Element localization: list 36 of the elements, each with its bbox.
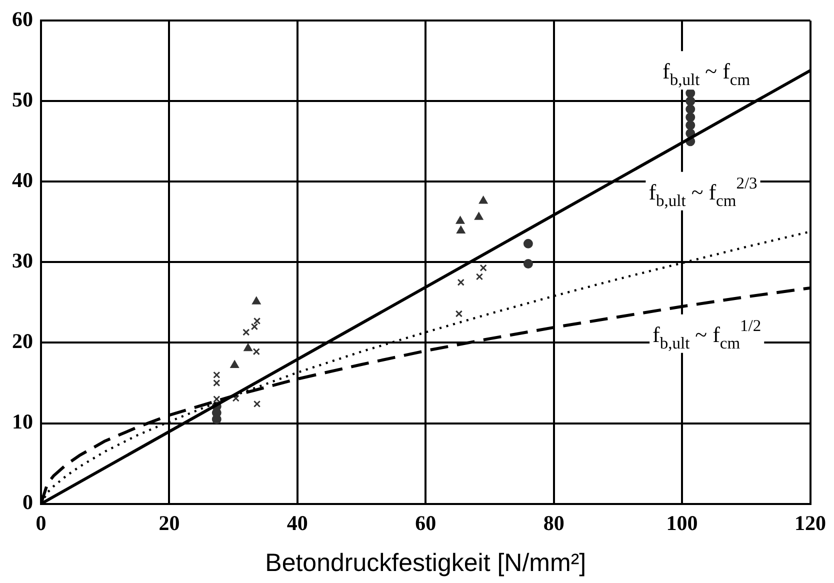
point	[244, 344, 252, 352]
point	[232, 394, 240, 402]
y-tick-label: 10	[12, 410, 33, 434]
point	[479, 196, 488, 204]
point	[686, 120, 696, 130]
point	[252, 348, 260, 356]
y-tick-label: 0	[22, 490, 33, 514]
y-tick-label: 40	[12, 168, 33, 192]
y-tick-label: 20	[12, 329, 33, 354]
x-tick-label: 100	[666, 510, 698, 535]
point	[455, 310, 463, 318]
point	[230, 360, 239, 368]
point	[523, 259, 533, 269]
y-tick-label: 50	[12, 88, 33, 112]
point	[253, 400, 261, 408]
x-tick-label: 40	[286, 510, 308, 535]
point	[457, 278, 464, 286]
x-tick-label: 20	[158, 510, 180, 535]
y-tick-label: 30	[12, 248, 33, 273]
point	[456, 226, 466, 234]
point	[686, 96, 696, 106]
point	[686, 104, 696, 114]
point	[242, 328, 250, 336]
point	[213, 396, 220, 403]
y-tick-label: 60	[12, 7, 33, 32]
point	[474, 212, 484, 220]
x-tick-label: 60	[415, 510, 436, 535]
point	[686, 112, 696, 122]
x-axis-title: Betondruckfestigkeit [N/mm²]	[265, 548, 586, 577]
point	[456, 216, 464, 224]
x-tick-label: 80	[543, 510, 564, 535]
point	[523, 238, 533, 248]
point	[480, 264, 487, 272]
point	[476, 273, 484, 280]
point	[252, 296, 261, 304]
x-tick-label: 120	[794, 510, 826, 535]
